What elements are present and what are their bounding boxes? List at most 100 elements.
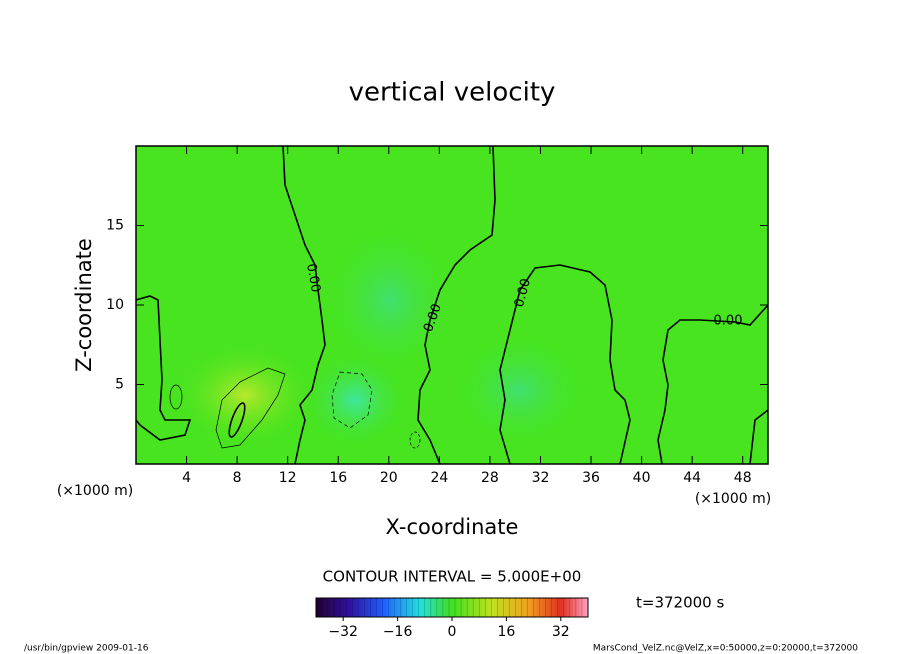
contour-line <box>749 409 768 464</box>
colorbar-cell <box>509 598 513 617</box>
contour-line <box>657 304 768 464</box>
colorbar-cell <box>346 598 350 617</box>
x-tick-label: 36 <box>582 470 600 486</box>
contour-line <box>228 402 246 438</box>
colorbar-cell <box>545 598 550 617</box>
colorbar-cell <box>473 598 477 617</box>
x-tick-label: 16 <box>329 470 347 486</box>
contour-interval: CONTOUR INTERVAL = 5.000E+00 <box>323 568 582 586</box>
colorbar-cell <box>455 598 459 617</box>
colorbar-cell <box>349 598 353 617</box>
colorbar-cell <box>403 598 407 617</box>
colorbar-tick-label: −32 <box>328 624 358 640</box>
contour-line <box>331 371 373 429</box>
colorbar-cell <box>506 598 510 617</box>
contour-label: 0.00 <box>303 262 323 293</box>
colorbar-cell <box>569 598 574 617</box>
colorbar-cell <box>373 598 377 617</box>
x-unit: (×1000 m) <box>57 483 133 499</box>
colorbar-cell <box>436 598 441 617</box>
colorbar-cell <box>572 598 577 617</box>
colorbar-cell <box>364 598 368 617</box>
x-tick-label: 12 <box>279 470 297 486</box>
colorbar-cell <box>461 598 465 617</box>
colorbar-cell <box>548 598 553 617</box>
colorbar-cell <box>382 598 386 617</box>
colorbar-cell <box>319 598 323 617</box>
x-tick-label: 44 <box>683 470 701 486</box>
colorbar-cell <box>482 598 486 617</box>
colorbar-tick-label: 32 <box>552 624 570 640</box>
colorbar-cell <box>524 598 528 617</box>
colorbar-cell <box>518 598 522 617</box>
colorbar-cell <box>530 598 534 617</box>
colorbar-tick-label: 16 <box>497 624 515 640</box>
colorbar-cell <box>479 598 483 617</box>
colorbar-cell <box>442 598 447 617</box>
colorbar-cell <box>367 598 371 617</box>
colorbar-cell <box>521 598 525 617</box>
colorbar-cell <box>503 598 507 617</box>
colorbar-cell <box>379 598 383 617</box>
colorbar-cell <box>433 598 438 617</box>
colorbar-tick-label: 0 <box>448 624 457 640</box>
colorbar-cell <box>424 598 429 617</box>
x-tick-label: 32 <box>532 470 550 486</box>
colorbar-cell <box>476 598 480 617</box>
chart-title: vertical velocity <box>349 78 556 108</box>
colorbar-cell <box>385 598 389 617</box>
colorbar-cell <box>418 598 423 617</box>
colorbar-cell <box>427 598 432 617</box>
colorbar-cell <box>485 598 489 617</box>
colorbar-cell <box>322 598 326 617</box>
colorbar-cell <box>331 598 335 617</box>
contour-label: 0.00 <box>714 314 743 329</box>
colorbar-cell <box>560 598 565 617</box>
colorbar-cell <box>500 598 504 617</box>
y-tick-label: 15 <box>106 218 124 234</box>
colorbar-cell <box>491 598 495 617</box>
contour-label: 0.00 <box>512 277 534 309</box>
colorbar-cell <box>334 598 338 617</box>
colorbar-cell <box>527 598 531 617</box>
contour-line <box>215 367 286 449</box>
colorbar-cell <box>578 598 583 617</box>
colorbar-cell <box>325 598 329 617</box>
colorbar-cell <box>467 598 471 617</box>
x-tick-label: 48 <box>734 470 752 486</box>
field-shading <box>170 340 320 450</box>
colorbar-cell <box>584 598 589 617</box>
colorbar-cell <box>391 598 395 617</box>
colorbar-cell <box>406 598 410 617</box>
colorbar-cell <box>394 598 398 617</box>
colorbar-cell <box>581 598 586 617</box>
contour-line <box>409 431 421 449</box>
colorbar-cell <box>361 598 365 617</box>
contour-line <box>499 264 631 464</box>
field-shading <box>450 330 590 450</box>
colorbar-cell <box>452 598 456 617</box>
colorbar-cell <box>412 598 417 617</box>
colorbar-cell <box>370 598 374 617</box>
colorbar-cell <box>439 598 444 617</box>
colorbar-cell <box>343 598 347 617</box>
x-tick-label: 28 <box>481 470 499 486</box>
colorbar-cell <box>355 598 359 617</box>
colorbar-cell <box>397 598 401 617</box>
colorbar-cell <box>563 598 568 617</box>
colorbar-cell <box>536 598 540 617</box>
colorbar-cell <box>340 598 344 617</box>
colorbar-cell <box>533 598 537 617</box>
colorbar-cell <box>415 598 420 617</box>
colorbar-cell <box>430 598 435 617</box>
contour-line <box>169 384 183 410</box>
colorbar-cell <box>497 598 501 617</box>
colorbar-cell <box>470 598 474 617</box>
colorbar-cell <box>352 598 356 617</box>
colorbar-cell <box>554 598 559 617</box>
colorbar-cell <box>494 598 498 617</box>
colorbar-cell <box>542 598 546 617</box>
colorbar-cell <box>566 598 571 617</box>
time-label: t=372000 s <box>636 594 724 612</box>
x-axis-label: X-coordinate <box>386 515 519 539</box>
